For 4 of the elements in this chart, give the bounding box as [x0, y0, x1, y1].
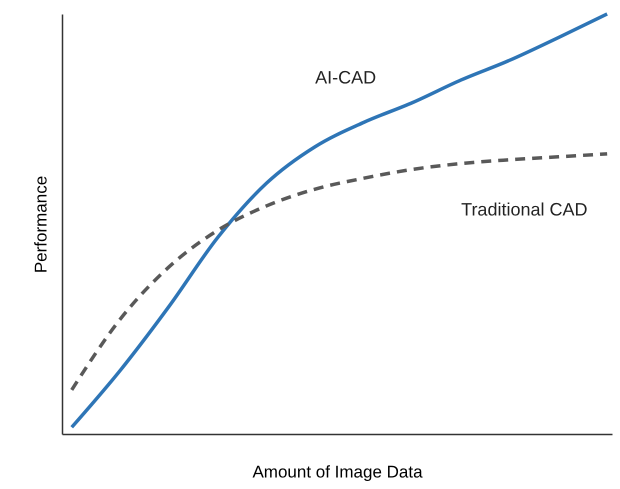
y-axis-title: Performance: [32, 176, 50, 274]
series-label: AI-CAD: [315, 68, 376, 88]
series-label: Traditional CAD: [461, 200, 588, 220]
x-axis-title: Amount of Image Data: [252, 462, 424, 482]
